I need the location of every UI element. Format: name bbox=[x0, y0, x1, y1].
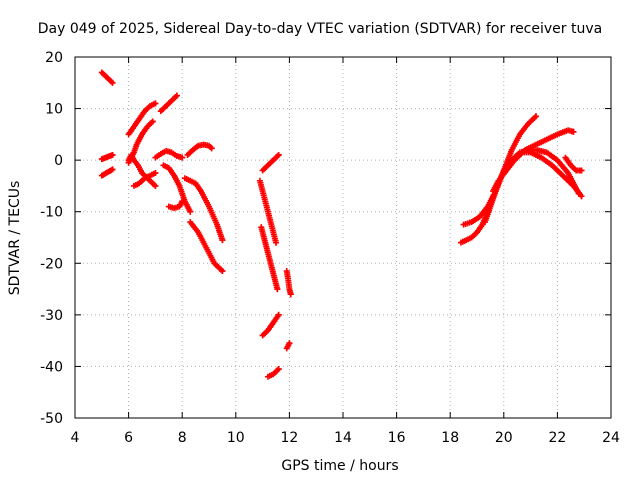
series-arc-7 bbox=[130, 170, 159, 189]
x-axis-label: GPS time / hours bbox=[281, 458, 398, 474]
series-arc-17 bbox=[258, 224, 281, 293]
series-arc-14 bbox=[187, 219, 226, 275]
series-arc-19 bbox=[264, 366, 282, 380]
data-point bbox=[179, 198, 186, 205]
data-point bbox=[109, 151, 116, 158]
y-tick-label: 10 bbox=[45, 102, 63, 118]
series-arc-8 bbox=[160, 162, 194, 215]
x-tick-label: 22 bbox=[548, 430, 566, 446]
data-point bbox=[578, 193, 585, 200]
data-point bbox=[109, 79, 116, 86]
series-arc-10 bbox=[157, 92, 180, 115]
y-tick-label: -50 bbox=[40, 411, 63, 427]
series-arc-11 bbox=[152, 147, 186, 161]
x-tick-label: 12 bbox=[280, 430, 298, 446]
gridlines bbox=[75, 57, 611, 418]
data-point bbox=[109, 166, 116, 173]
y-tick-label: 0 bbox=[54, 153, 63, 169]
data-point bbox=[532, 113, 539, 120]
axis-ticks: 4 6 8 10 12 14 16 18 20 22 24 20 10 0 -10 -20 -30 -40 -50 bbox=[40, 50, 620, 446]
y-tick-label: 20 bbox=[45, 50, 63, 66]
chart-title: Day 049 of 2025, Sidereal Day-to-day VTE… bbox=[38, 21, 602, 37]
y-tick-label: -20 bbox=[40, 256, 63, 272]
data-point bbox=[149, 118, 156, 125]
series-arc-4 bbox=[125, 100, 159, 138]
series-arc-12 bbox=[184, 141, 215, 158]
data-point bbox=[286, 340, 293, 347]
x-tick-label: 8 bbox=[178, 430, 187, 446]
y-axis-label: SDTVAR / TECUs bbox=[7, 181, 23, 296]
data-point bbox=[187, 208, 194, 215]
series-arc-23 bbox=[460, 113, 539, 228]
data-marks bbox=[98, 69, 585, 380]
data-point bbox=[219, 268, 226, 275]
series-arc-13 bbox=[181, 175, 226, 244]
data-point bbox=[273, 239, 279, 246]
data-point bbox=[570, 128, 577, 135]
data-point bbox=[275, 366, 282, 373]
series-arc-1 bbox=[98, 69, 116, 86]
x-tick-label: 18 bbox=[441, 430, 459, 446]
x-tick-label: 20 bbox=[495, 430, 513, 446]
series-arc-2 bbox=[98, 151, 116, 163]
x-tick-label: 6 bbox=[124, 430, 133, 446]
data-point bbox=[152, 170, 159, 177]
x-tick-label: 16 bbox=[388, 430, 406, 446]
data-point bbox=[287, 291, 294, 298]
series-arc-27 bbox=[562, 154, 585, 174]
data-point bbox=[275, 151, 282, 158]
y-tick-label: -10 bbox=[40, 205, 63, 221]
data-point bbox=[274, 286, 281, 293]
data-point bbox=[173, 92, 180, 99]
x-tick-label: 24 bbox=[602, 430, 620, 446]
y-tick-label: -40 bbox=[40, 359, 63, 375]
data-point bbox=[219, 237, 226, 244]
data-point bbox=[208, 145, 215, 152]
series-arc-18 bbox=[259, 311, 282, 339]
series-arc-15 bbox=[259, 151, 282, 174]
data-point bbox=[275, 311, 282, 318]
y-tick-label: -30 bbox=[40, 308, 63, 324]
series-arc-21 bbox=[283, 340, 293, 352]
data-point bbox=[152, 100, 159, 107]
series-arc-26 bbox=[522, 127, 577, 153]
series-arc-16 bbox=[256, 177, 279, 246]
series-arc-3 bbox=[98, 166, 116, 179]
data-point bbox=[578, 167, 585, 174]
x-tick-label: 4 bbox=[71, 430, 80, 446]
data-point bbox=[152, 182, 159, 189]
x-tick-label: 10 bbox=[227, 430, 245, 446]
series-arc-9 bbox=[165, 198, 186, 212]
data-point bbox=[179, 154, 186, 161]
x-tick-label: 14 bbox=[334, 430, 352, 446]
series-arc-20 bbox=[283, 268, 294, 298]
